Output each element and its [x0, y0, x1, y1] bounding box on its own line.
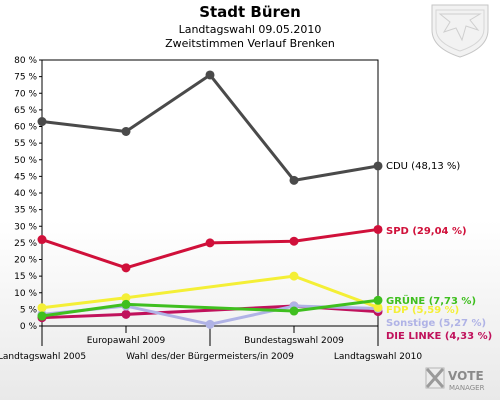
data-point — [205, 238, 215, 248]
series-labels: CDU (48,13 %) SPD (29,04 %) GRÜNE (7,73 %)… — [386, 161, 492, 342]
y-tick-label: 40 % — [14, 189, 37, 199]
data-point — [37, 117, 47, 127]
series-line — [41, 298, 379, 318]
y-tick-label: 30 % — [14, 222, 37, 232]
data-point — [37, 311, 47, 321]
x-tick-label: Bundestagswahl 2009 — [244, 336, 344, 346]
data-point — [373, 295, 383, 305]
data-point — [289, 236, 299, 246]
data-point — [121, 126, 131, 136]
series-line — [41, 227, 379, 270]
crest-icon — [431, 4, 489, 58]
series-layer — [37, 70, 383, 329]
data-point — [373, 161, 383, 171]
y-tick-label: 5 % — [20, 305, 38, 315]
series-end-label: FDP (5,59 %) — [386, 305, 459, 316]
x-tick-label: Landtagswahl 2005 — [0, 352, 86, 362]
y-tick-label: 20 % — [14, 256, 37, 266]
x-tick-label: Europawahl 2009 — [87, 336, 166, 346]
logo-line-1: VOTE — [448, 369, 484, 383]
series-line — [41, 274, 379, 310]
chart-title: Stadt Büren — [199, 3, 301, 21]
y-tick-label: 0 % — [20, 322, 38, 332]
data-point — [121, 293, 131, 303]
series-line — [41, 304, 379, 320]
y-tick-label: 35 % — [14, 206, 37, 216]
y-tick-label: 10 % — [14, 289, 37, 299]
data-point — [37, 235, 47, 245]
data-point — [37, 303, 47, 313]
y-tick-label: 15 % — [14, 272, 37, 282]
y-tick-label: 50 % — [14, 156, 37, 166]
data-point — [205, 319, 215, 329]
y-tick-label: 65 % — [14, 106, 37, 116]
series-cdu — [37, 70, 383, 185]
y-tick-label: 80 % — [14, 56, 37, 66]
x-tick-label: Wahl des/der Bürgermeisters/in 2009 — [126, 352, 294, 362]
y-tick-label: 55 % — [14, 139, 37, 149]
data-point — [121, 263, 131, 273]
y-tick-label: 70 % — [14, 89, 37, 99]
chart-subtitle-1: Landtagswahl 09.05.2010 — [179, 23, 322, 36]
vote-manager-logo: VOTE MANAGER — [425, 367, 485, 392]
logo-line-2: MANAGER — [449, 384, 485, 392]
series-end-label: Sonstige (5,27 %) — [386, 318, 486, 329]
data-point — [289, 271, 299, 281]
y-tick-label: 45 % — [14, 172, 37, 182]
series-end-label: GRÜNE (7,73 %) — [386, 293, 476, 307]
data-point — [205, 70, 215, 80]
data-point — [121, 309, 131, 319]
data-point — [373, 302, 383, 312]
x-tick-label: Landtagswahl 2010 — [334, 352, 423, 362]
y-tick-label: 75 % — [14, 73, 37, 83]
series-end-label: CDU (48,13 %) — [386, 161, 460, 172]
series-line — [41, 73, 379, 182]
ballot-box-icon — [425, 367, 445, 389]
data-point — [121, 299, 131, 309]
ballot-cross-icon — [426, 368, 444, 388]
series-die-linke — [37, 301, 383, 323]
series-spd — [37, 224, 383, 273]
series-fdp — [37, 271, 383, 313]
y-tick-label: 60 % — [14, 123, 37, 133]
series-end-label: SPD (29,04 %) — [386, 226, 467, 237]
data-point — [289, 175, 299, 185]
data-point — [289, 306, 299, 316]
chart-subtitle-2: Zweitstimmen Verlauf Brenken — [165, 37, 335, 50]
y-axis: 0 % 5 % 10 % 15 % 20 % 25 % 30 % 35 % 40 % 45 % 50… — [14, 56, 42, 332]
y-tick-label: 25 % — [14, 239, 37, 249]
series-end-label: DIE LINKE (4,33 %) — [386, 331, 492, 342]
series-gr-ne — [37, 295, 383, 321]
data-point — [373, 224, 383, 234]
